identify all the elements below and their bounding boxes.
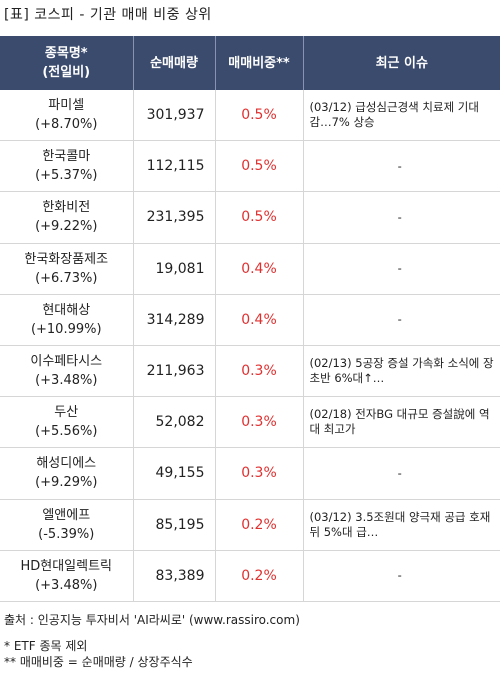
trade-ratio: 0.5% [215, 140, 304, 193]
stock-cell: 한국콜마 (+5.37%) [0, 140, 134, 193]
stock-cell: 한국화장품제조 (+6.73%) [0, 243, 134, 295]
recent-issue: - [303, 140, 500, 193]
recent-issue: (03/12) 3.5조원대 양극재 공급 호재 뒤 5%대 급… [303, 499, 500, 551]
recent-issue: (02/13) 5공장 증설 가속화 소식에 장 초반 6%대↑… [303, 345, 500, 398]
table-row: 이수페타시스 (+3.48%) 211,963 0.3% (02/13) 5공장 증설 … [0, 345, 500, 398]
stock-change: (+3.48%) [35, 577, 98, 593]
table-row: HD현대일렉트릭 (+3.48%) 83,389 0.2% - [0, 550, 500, 602]
trade-ratio: 0.3% [215, 447, 304, 500]
recent-issue-text: - [397, 261, 402, 276]
table-row: 현대해상 (+10.99%) 314,289 0.4% - [0, 294, 500, 346]
net-volume: 211,963 [133, 345, 216, 398]
recent-issue: - [303, 550, 500, 602]
recent-issue-text: (03/12) 3.5조원대 양극재 공급 호재 뒤 5%대 급… [309, 509, 491, 539]
trade-ratio: 0.2% [215, 550, 304, 602]
recent-issue: - [303, 243, 500, 295]
header-ratio: 매매비중** [215, 36, 304, 90]
recent-issue: - [303, 191, 500, 244]
net-volume: 85,195 [133, 499, 216, 551]
recent-issue-text: - [397, 158, 402, 173]
stock-change: (+8.70%) [35, 117, 98, 133]
trade-ratio: 0.3% [215, 345, 304, 398]
table-row: 두산 (+5.56%) 52,082 0.3% (02/18) 전자BG 대규모 증설說… [0, 396, 500, 449]
stock-name: 현대해상 [42, 302, 91, 318]
stock-cell: 파미셀 (+8.70%) [0, 90, 134, 142]
stock-name: 해성디에스 [36, 456, 97, 472]
net-volume: 112,115 [133, 140, 216, 193]
institution-trading-table: 종목명* (전일비) 순매매량 매매비중** 최근 이슈 파미셀 (+8.70%)… [0, 36, 500, 602]
stock-name: 엘앤에프 [42, 507, 91, 523]
recent-issue-text: - [397, 312, 402, 327]
recent-issue-text: (02/18) 전자BG 대규모 증설說에 역대 최고가 [309, 407, 490, 437]
table-header-row: 종목명* (전일비) 순매매량 매매비중** 최근 이슈 [0, 36, 500, 90]
stock-name: 한화비전 [42, 200, 91, 216]
table-row: 파미셀 (+8.70%) 301,937 0.5% (03/12) 급성심근경색 치료제… [0, 90, 500, 142]
trade-ratio: 0.5% [215, 191, 304, 244]
stock-cell: 이수페타시스 (+3.48%) [0, 345, 134, 398]
recent-issue-text: (03/12) 급성심근경색 치료제 기대감…7% 상승 [309, 100, 479, 130]
net-volume: 52,082 [133, 396, 216, 449]
stock-name: 이수페타시스 [30, 354, 103, 370]
net-volume: 49,155 [133, 447, 216, 500]
stock-cell: 한화비전 (+9.22%) [0, 191, 134, 244]
net-volume: 231,395 [133, 191, 216, 244]
table-row: 엘앤에프 (-5.39%) 85,195 0.2% (03/12) 3.5조원대 양극재… [0, 499, 500, 551]
table-row: 해성디에스 (+9.29%) 49,155 0.3% - [0, 447, 500, 500]
stock-cell: 엘앤에프 (-5.39%) [0, 499, 134, 551]
recent-issue: - [303, 294, 500, 346]
recent-issue: - [303, 447, 500, 500]
trade-ratio: 0.5% [215, 90, 304, 142]
recent-issue-text: - [397, 209, 402, 224]
stock-cell: HD현대일렉트릭 (+3.48%) [0, 550, 134, 602]
recent-issue: (03/12) 급성심근경색 치료제 기대감…7% 상승 [303, 90, 500, 142]
stock-name: 한국화장품제조 [24, 251, 109, 267]
stock-name: HD현대일렉트릭 [20, 558, 113, 574]
stock-change: (+5.56%) [35, 424, 98, 440]
table-row: 한국콜마 (+5.37%) 112,115 0.5% - [0, 140, 500, 193]
trade-ratio: 0.4% [215, 243, 304, 295]
net-volume: 314,289 [133, 294, 216, 346]
stock-change: (+9.22%) [35, 219, 98, 235]
net-volume: 83,389 [133, 550, 216, 602]
stock-name: 두산 [54, 405, 79, 421]
stock-change: (+5.37%) [35, 168, 98, 184]
table-row: 한국화장품제조 (+6.73%) 19,081 0.4% - [0, 243, 500, 295]
stock-change: (+9.29%) [35, 475, 98, 491]
recent-issue-text: - [397, 465, 402, 480]
net-volume: 19,081 [133, 243, 216, 295]
trade-ratio: 0.4% [215, 294, 304, 346]
header-volume: 순매매량 [133, 36, 216, 90]
stock-name: 한국콜마 [42, 149, 91, 165]
trade-ratio: 0.3% [215, 396, 304, 449]
stock-cell: 두산 (+5.56%) [0, 396, 134, 449]
recent-issue-text: (02/13) 5공장 증설 가속화 소식에 장 초반 6%대↑… [309, 356, 494, 386]
net-volume: 301,937 [133, 90, 216, 142]
header-name: 종목명* (전일비) [0, 36, 134, 90]
etf-note: * ETF 종목 제외 [4, 639, 88, 653]
header-name-line1: 종목명* [44, 46, 88, 61]
stock-change: (+6.73%) [35, 270, 98, 286]
source-note: 출처 : 인공지능 투자비서 'AI라씨로' (www.rassiro.com) [4, 613, 300, 627]
recent-issue-text: - [397, 568, 402, 583]
header-issue: 최근 이슈 [303, 36, 500, 90]
stock-change: (+10.99%) [30, 321, 102, 337]
stock-change: (-5.39%) [38, 526, 95, 542]
table-row: 한화비전 (+9.22%) 231,395 0.5% - [0, 191, 500, 244]
recent-issue: (02/18) 전자BG 대규모 증설說에 역대 최고가 [303, 396, 500, 449]
stock-change: (+3.48%) [35, 373, 98, 389]
header-name-line2: (전일비) [42, 65, 91, 80]
stock-cell: 해성디에스 (+9.29%) [0, 447, 134, 500]
stock-name: 파미셀 [48, 98, 85, 114]
ratio-note: ** 매매비중 = 순매매량 / 상장주식수 [4, 655, 193, 669]
page-title: [표] 코스피 - 기관 매매 비중 상위 [4, 7, 212, 23]
stock-cell: 현대해상 (+10.99%) [0, 294, 134, 346]
trade-ratio: 0.2% [215, 499, 304, 551]
